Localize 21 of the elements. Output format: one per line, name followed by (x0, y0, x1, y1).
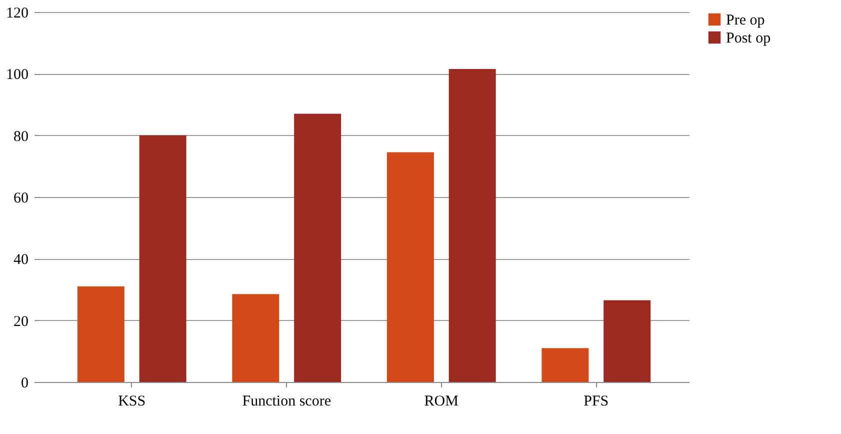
x-tick-label: PFS (584, 394, 609, 410)
x-tick-label: KSS (118, 394, 146, 410)
y-tick-label: 60 (14, 190, 28, 206)
bar (604, 300, 651, 382)
bar (139, 135, 186, 382)
bar (542, 348, 589, 382)
y-tick-label: 0 (21, 376, 28, 392)
legend-label: Pre op (726, 12, 765, 28)
bar (294, 114, 342, 382)
bar (448, 69, 496, 382)
legend-label: Post op (726, 30, 771, 46)
y-tick-label: 100 (6, 67, 28, 84)
y-tick-label: 40 (14, 252, 28, 268)
bar (386, 152, 434, 382)
bar (77, 286, 124, 382)
x-tick-label: Function score (242, 394, 332, 410)
y-tick-label: 20 (14, 314, 28, 330)
y-tick-label: 120 (6, 6, 28, 22)
y-tick-label: 80 (14, 128, 28, 145)
x-tick-label: ROM (424, 394, 458, 410)
bar (232, 294, 280, 382)
